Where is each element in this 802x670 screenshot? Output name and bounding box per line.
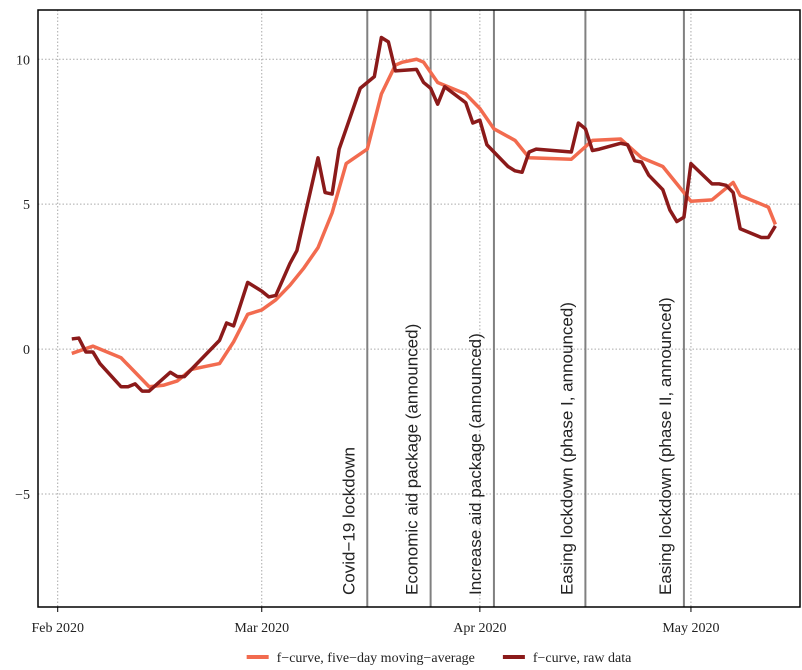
plot-frame <box>37 9 801 608</box>
series-line <box>71 35 777 393</box>
y-tick-label: 0 <box>23 343 30 358</box>
x-tick-label: May 2020 <box>662 621 719 636</box>
event-label: Economic aid package (announced) <box>403 324 422 595</box>
event-label: Increase aid package (announced) <box>466 333 485 595</box>
legend-label: f−curve, raw data <box>533 651 632 666</box>
y-tick-label: −5 <box>15 488 30 503</box>
x-tick-label: Mar 2020 <box>234 621 289 636</box>
y-tick-label: 5 <box>23 198 30 213</box>
event-label: Covid−19 lockdown <box>339 447 358 595</box>
legend-label: f−curve, five−day moving−average <box>277 651 475 666</box>
y-tick-label: 10 <box>16 53 30 68</box>
event-label: Easing lockdown (phase I, announced) <box>557 302 576 595</box>
x-tick-label: Feb 2020 <box>31 621 84 636</box>
x-tick-label: Apr 2020 <box>453 621 506 636</box>
event-label: Easing lockdown (phase II, announced) <box>656 297 675 595</box>
